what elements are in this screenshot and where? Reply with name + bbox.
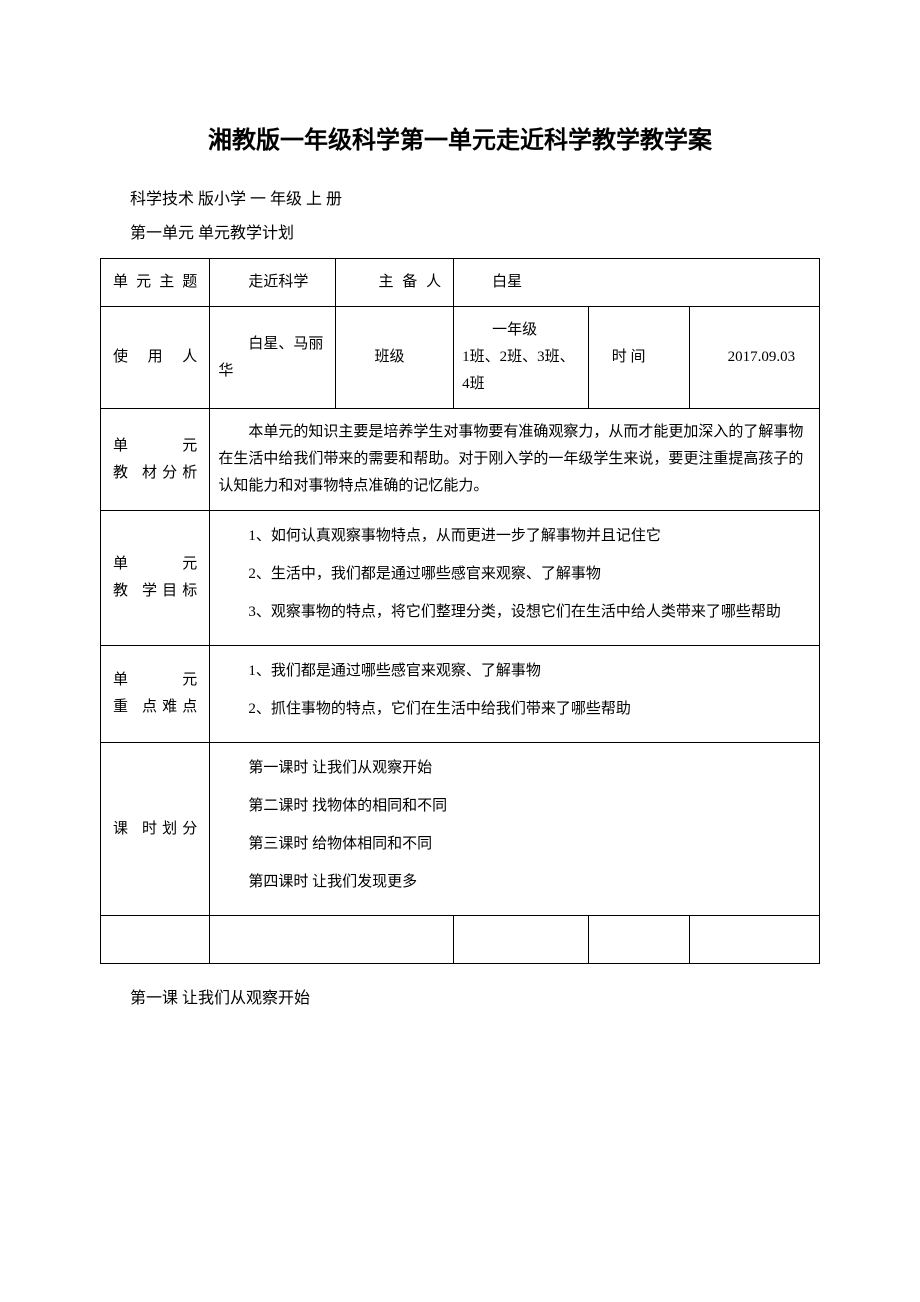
value-key-points: 1、我们都是通过哪些感官来观察、了解事物 2、抓住事物的特点，它们在生活中给我们… xyxy=(210,646,820,743)
table-row-empty xyxy=(101,916,820,964)
label-material-analysis: 单 元 教 材分析 xyxy=(101,409,210,511)
table-row-goals: 单 元 教 学目标 1、如何认真观察事物特点，从而更进一步了解事物并且记住它 2… xyxy=(101,511,820,646)
value-time: 2017.09.03 xyxy=(689,307,819,409)
empty-cell xyxy=(588,916,689,964)
label-time: 时 间 xyxy=(588,307,689,409)
label-key-points: 单 元 重 点难点 xyxy=(101,646,210,743)
lesson-item-4: 第四课时 让我们发现更多 xyxy=(218,867,811,897)
value-teaching-goals: 1、如何认真观察事物特点，从而更进一步了解事物并且记住它 2、生活中，我们都是通… xyxy=(210,511,820,646)
keypoint-item-1: 1、我们都是通过哪些感官来观察、了解事物 xyxy=(218,656,811,686)
section-header: 第一单元 单元教学计划 xyxy=(100,219,820,243)
value-main-preparer: 白星 xyxy=(454,259,820,307)
footer-lesson-title: 第一课 让我们从观察开始 xyxy=(100,984,820,1008)
table-row-theme: 单元主题 走近科学 主备人 白星 xyxy=(101,259,820,307)
subtitle: 科学技术 版小学 一 年级 上 册 xyxy=(100,185,820,209)
empty-cell xyxy=(101,916,210,964)
value-class: 一年级 1班、2班、3班、4班 xyxy=(454,307,589,409)
label-unit-theme: 单元主题 xyxy=(101,259,210,307)
goal-item-2: 2、生活中，我们都是通过哪些感官来观察、了解事物 xyxy=(218,559,811,589)
page-title: 湘教版一年级科学第一单元走近科学教学教学案 xyxy=(100,120,820,155)
empty-cell xyxy=(689,916,819,964)
goal-item-3: 3、观察事物的特点，将它们整理分类，设想它们在生活中给人类带来了哪些帮助 xyxy=(218,597,811,627)
value-lesson-division: 第一课时 让我们从观察开始 第二课时 找物体的相同和不同 第三课时 给物体相同和… xyxy=(210,743,820,916)
value-unit-theme: 走近科学 xyxy=(210,259,336,307)
lesson-item-3: 第三课时 给物体相同和不同 xyxy=(218,829,811,859)
label-lesson-division: 课 时划分 xyxy=(101,743,210,916)
lesson-plan-table: 单元主题 走近科学 主备人 白星 使用人 白星、马丽华 班级 一年级 1班、2班… xyxy=(100,258,820,964)
empty-cell xyxy=(210,916,454,964)
label-user: 使用人 xyxy=(101,307,210,409)
label-class: 班级 xyxy=(336,307,454,409)
value-material-analysis: 本单元的知识主要是培养学生对事物要有准确观察力，从而才能更加深入的了解事物在生活… xyxy=(210,409,820,511)
lesson-item-1: 第一课时 让我们从观察开始 xyxy=(218,753,811,783)
empty-cell xyxy=(454,916,589,964)
label-main-preparer: 主备人 xyxy=(336,259,454,307)
keypoint-item-2: 2、抓住事物的特点，它们在生活中给我们带来了哪些帮助 xyxy=(218,694,811,724)
value-user: 白星、马丽华 xyxy=(210,307,336,409)
goal-item-1: 1、如何认真观察事物特点，从而更进一步了解事物并且记住它 xyxy=(218,521,811,551)
table-row-analysis: 单 元 教 材分析 本单元的知识主要是培养学生对事物要有准确观察力，从而才能更加… xyxy=(101,409,820,511)
lesson-item-2: 第二课时 找物体的相同和不同 xyxy=(218,791,811,821)
table-row-user: 使用人 白星、马丽华 班级 一年级 1班、2班、3班、4班 时 间 2017.0… xyxy=(101,307,820,409)
table-row-keypoints: 单 元 重 点难点 1、我们都是通过哪些感官来观察、了解事物 2、抓住事物的特点… xyxy=(101,646,820,743)
table-row-lessons: 课 时划分 第一课时 让我们从观察开始 第二课时 找物体的相同和不同 第三课时 … xyxy=(101,743,820,916)
label-teaching-goals: 单 元 教 学目标 xyxy=(101,511,210,646)
